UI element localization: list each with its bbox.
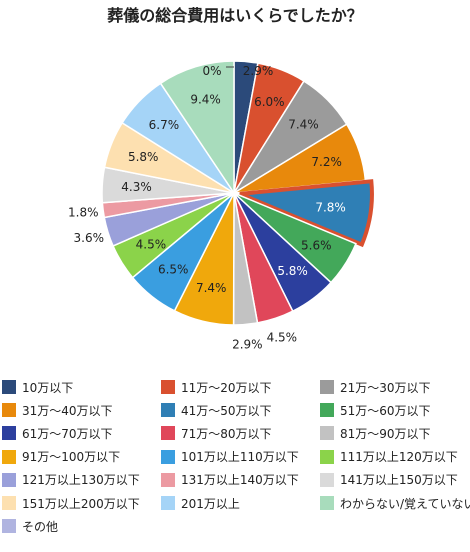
legend-label: 121万以上130万以下 bbox=[22, 473, 140, 488]
slice-7-label: 4.5% bbox=[267, 330, 298, 344]
legend-item-16: 201万以上 bbox=[161, 494, 240, 512]
legend-swatch bbox=[320, 403, 334, 418]
legend-item-5: 51万～60万以下 bbox=[320, 401, 431, 419]
legend-label: 81万～90万以下 bbox=[340, 426, 431, 441]
legend-swatch bbox=[320, 472, 334, 487]
legend-label: 151万以上200万以下 bbox=[22, 496, 140, 511]
legend-item-6: 61万～70万以下 bbox=[2, 424, 113, 442]
legend-swatch bbox=[2, 472, 16, 487]
legend-item-9: 91万～100万以下 bbox=[2, 448, 120, 466]
legend-item-10: 101万以上110万以下 bbox=[161, 448, 299, 466]
legend-swatch bbox=[2, 426, 16, 441]
legend-item-3: 31万～40万以下 bbox=[2, 401, 113, 419]
slice-18-label: 0% bbox=[202, 64, 221, 78]
legend-item-2: 21万～30万以下 bbox=[320, 378, 431, 396]
legend-swatch bbox=[2, 449, 16, 464]
legend-item-4: 41万～50万以下 bbox=[161, 401, 272, 419]
legend-label: 111万以上120万以下 bbox=[340, 450, 458, 465]
legend-label: 131万以上140万以下 bbox=[181, 473, 299, 488]
slice-5-label: 5.6% bbox=[301, 239, 332, 253]
legend-label: 10万以下 bbox=[22, 380, 74, 395]
legend-swatch bbox=[320, 496, 334, 510]
slice-10-label: 6.5% bbox=[158, 262, 189, 276]
legend-item-7: 71万～80万以下 bbox=[161, 424, 272, 442]
slice-17 bbox=[159, 60, 235, 196]
slice-13-label: 1.8% bbox=[68, 206, 99, 220]
slice-2-label: 7.4% bbox=[288, 117, 319, 131]
slice-14-label: 4.3% bbox=[121, 180, 152, 194]
legend-label: 31万～40万以下 bbox=[22, 403, 113, 418]
legend-label: 71万～80万以下 bbox=[181, 426, 272, 441]
legend-label: 41万～50万以下 bbox=[181, 403, 272, 418]
slice-3-label: 7.2% bbox=[311, 155, 342, 169]
legend-label: 201万以上 bbox=[181, 496, 240, 511]
slice-8-label: 2.9% bbox=[232, 337, 263, 351]
legend-label: わからない/覚えていない bbox=[340, 496, 470, 511]
legend-item-14: 141万以上150万以下 bbox=[320, 471, 458, 489]
legend-item-1: 11万～20万以下 bbox=[161, 378, 272, 396]
slice-4-label: 7.8% bbox=[315, 201, 346, 215]
legend-swatch bbox=[320, 426, 334, 441]
slice-15-label: 5.8% bbox=[128, 150, 159, 164]
legend-label: 21万～30万以下 bbox=[340, 380, 431, 395]
legend-label: その他 bbox=[22, 519, 59, 534]
legend-item-18: その他 bbox=[2, 517, 58, 535]
legend-item-11: 111万以上120万以下 bbox=[320, 448, 458, 466]
pie-chart: 2.9%6.0%7.4%7.2%7.8%5.6%5.8%4.5%2.9%7.4%… bbox=[68, 60, 374, 351]
slice-11-label: 4.5% bbox=[136, 237, 167, 251]
legend-swatch bbox=[161, 380, 175, 394]
legend-swatch bbox=[2, 496, 16, 510]
slice-0-label: 2.9% bbox=[243, 64, 274, 78]
legend-item-8: 81万～90万以下 bbox=[320, 424, 431, 442]
legend-label: 51万～60万以下 bbox=[340, 403, 431, 418]
slice-1-label: 6.0% bbox=[254, 95, 285, 109]
legend-swatch bbox=[161, 472, 175, 487]
legend-label: 101万以上110万以下 bbox=[181, 450, 299, 465]
legend-item-15: 151万以上200万以下 bbox=[2, 494, 140, 512]
legend-item-12: 121万以上130万以下 bbox=[2, 471, 140, 489]
legend-item-0: 10万以下 bbox=[2, 378, 73, 396]
legend-label: 61万～70万以下 bbox=[22, 426, 113, 441]
legend-swatch bbox=[161, 403, 175, 418]
legend-swatch bbox=[320, 449, 334, 464]
slice-9-label: 7.4% bbox=[196, 281, 227, 295]
legend-item-13: 131万以上140万以下 bbox=[161, 471, 299, 489]
legend-swatch bbox=[161, 426, 175, 441]
slice-4 bbox=[239, 179, 374, 248]
slice-17-label: 9.4% bbox=[190, 93, 221, 107]
slice-12-label: 3.6% bbox=[74, 231, 105, 245]
slice-6-label: 5.8% bbox=[277, 264, 308, 278]
legend-swatch bbox=[2, 403, 16, 418]
legend-swatch bbox=[320, 380, 334, 394]
legend-label: 11万～20万以下 bbox=[181, 380, 272, 395]
slice-16-label: 6.7% bbox=[149, 118, 180, 132]
legend-label: 141万以上150万以下 bbox=[340, 473, 458, 488]
legend-swatch bbox=[161, 449, 175, 464]
legend-swatch bbox=[2, 519, 16, 534]
legend-swatch bbox=[161, 496, 175, 510]
chart-title: 葬儀の総合費用はいくらでしたか？ bbox=[107, 6, 363, 25]
legend-swatch bbox=[2, 380, 16, 394]
legend-label: 91万～100万以下 bbox=[22, 450, 121, 465]
legend-item-17: わからない/覚えていない bbox=[320, 494, 470, 512]
